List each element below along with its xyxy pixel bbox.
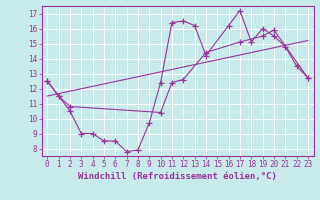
X-axis label: Windchill (Refroidissement éolien,°C): Windchill (Refroidissement éolien,°C) <box>78 172 277 181</box>
